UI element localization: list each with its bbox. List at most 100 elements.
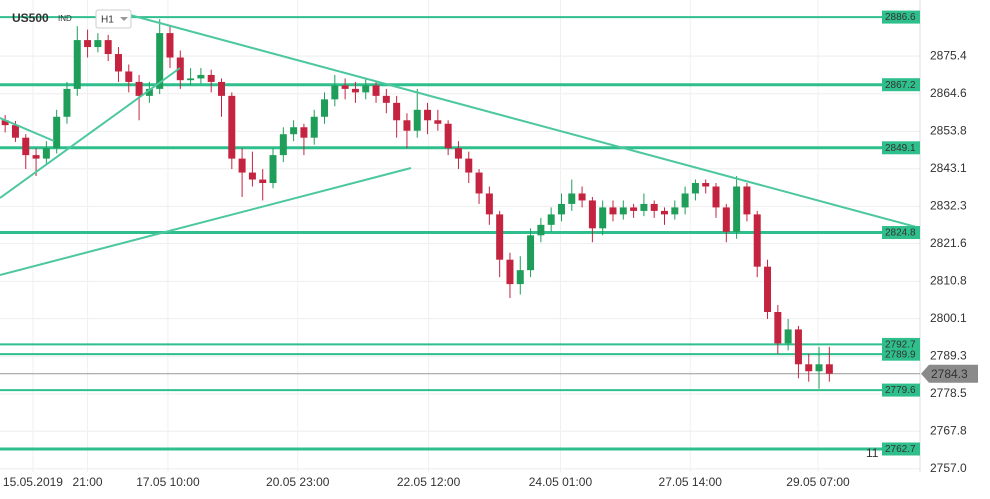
x-tick-label: 21:00 <box>73 475 103 489</box>
candle-body <box>557 203 565 215</box>
level-label-box <box>882 337 920 351</box>
candle-body <box>187 78 195 81</box>
candle-body <box>588 200 596 229</box>
trendlines <box>0 14 921 276</box>
candle-body <box>248 172 256 180</box>
x-tick-label: 20.05 23:00 <box>266 475 330 489</box>
candle-body <box>454 148 462 159</box>
y-tick-label: 2843.1 <box>930 161 967 175</box>
annotation: 11 <box>866 446 879 460</box>
candle-body <box>547 214 555 225</box>
x-tick-label: 29.05 07:00 <box>786 475 850 489</box>
candle-body <box>351 88 359 93</box>
trendline <box>129 14 921 229</box>
candle-body <box>94 40 102 48</box>
candle-body <box>671 207 679 215</box>
candle-body <box>259 179 267 184</box>
candle-body <box>32 155 40 159</box>
timeframe-select[interactable] <box>95 9 132 29</box>
candle-body <box>444 123 452 149</box>
candle-body <box>22 137 30 156</box>
level-label: 2779.6 <box>885 385 916 396</box>
level-label-box <box>882 141 920 155</box>
candle-body <box>815 364 823 372</box>
timeframe: H1 <box>101 15 114 26</box>
candle-body <box>63 88 71 117</box>
candle-body <box>362 85 370 93</box>
candle-body <box>104 40 112 55</box>
candle-body <box>331 85 339 100</box>
y-tick-label: 2810.8 <box>930 273 967 287</box>
candle-body <box>290 127 298 135</box>
candle-body <box>568 193 576 204</box>
candle-body <box>527 235 535 271</box>
level-label-box <box>882 226 920 240</box>
candle-body <box>372 85 380 96</box>
x-tick-label: 15.05.2019 <box>3 475 63 489</box>
candle-body <box>465 158 473 173</box>
candle-body <box>753 214 761 267</box>
candle-body <box>619 207 627 215</box>
trendline <box>0 67 181 199</box>
candle-body <box>393 102 401 121</box>
y-tick-label: 2767.8 <box>930 423 967 437</box>
candle-body <box>578 193 586 201</box>
candle-body <box>166 33 174 58</box>
level-label-box <box>882 10 920 24</box>
candle-body <box>733 186 741 232</box>
candle-body <box>712 186 720 208</box>
level-label-box <box>882 383 920 397</box>
candle-body <box>197 74 205 79</box>
candle-body <box>691 183 699 194</box>
candle-body <box>321 99 329 117</box>
candle-body <box>300 127 308 138</box>
candle-body <box>506 259 514 285</box>
candle-body <box>516 270 524 285</box>
level-label-box <box>882 78 920 92</box>
candle-body <box>145 88 153 96</box>
candle-body <box>784 329 792 344</box>
y-tick-label: 2800.1 <box>930 311 967 325</box>
candle-body <box>114 54 122 72</box>
candle-body <box>434 120 442 124</box>
candle-body <box>73 40 81 89</box>
x-tick-label: 22.05 12:00 <box>397 475 461 489</box>
level-label: 2762.7 <box>885 444 916 455</box>
level-label: 2789.9 <box>885 349 916 360</box>
candles <box>1 19 833 389</box>
candle-body <box>702 183 710 187</box>
grid <box>0 0 921 472</box>
candle-body <box>485 193 493 215</box>
labels: 2875.4 2864.6 2853.8 2843.1 2832.3 2821.6 2810… <box>3 10 978 489</box>
x-tick-label: 17.05 10:00 <box>136 475 200 489</box>
x-tick-label: 27.05 14:00 <box>659 475 723 489</box>
symbol: US500 <box>12 11 49 25</box>
candle-body <box>424 109 432 121</box>
candle-body <box>125 71 133 82</box>
candle-body <box>207 74 215 82</box>
candle-body <box>11 125 19 138</box>
candle-body <box>84 40 92 48</box>
level-label-box <box>882 442 920 456</box>
y-tick-label: 2778.5 <box>930 386 967 400</box>
candle-body <box>743 186 751 215</box>
y-tick-label: 2821.6 <box>930 236 967 250</box>
trendline <box>0 117 55 142</box>
candle-body <box>310 116 318 138</box>
candle-body <box>764 266 772 312</box>
levels <box>0 16 920 451</box>
candle-body <box>269 155 277 184</box>
candle-body <box>413 109 421 131</box>
y-tick-label: 2789.3 <box>930 348 967 362</box>
x-tick-label: 24.05 01:00 <box>529 475 593 489</box>
candle-body <box>228 95 236 159</box>
candle-body <box>1 120 9 126</box>
y-tick-label: 2875.4 <box>930 48 967 62</box>
current-price-box <box>921 364 978 383</box>
y-tick-label: 2832.3 <box>930 199 967 213</box>
y-tick-label: 2864.6 <box>930 86 967 100</box>
candle-body <box>650 203 658 211</box>
candle-body <box>53 116 61 149</box>
